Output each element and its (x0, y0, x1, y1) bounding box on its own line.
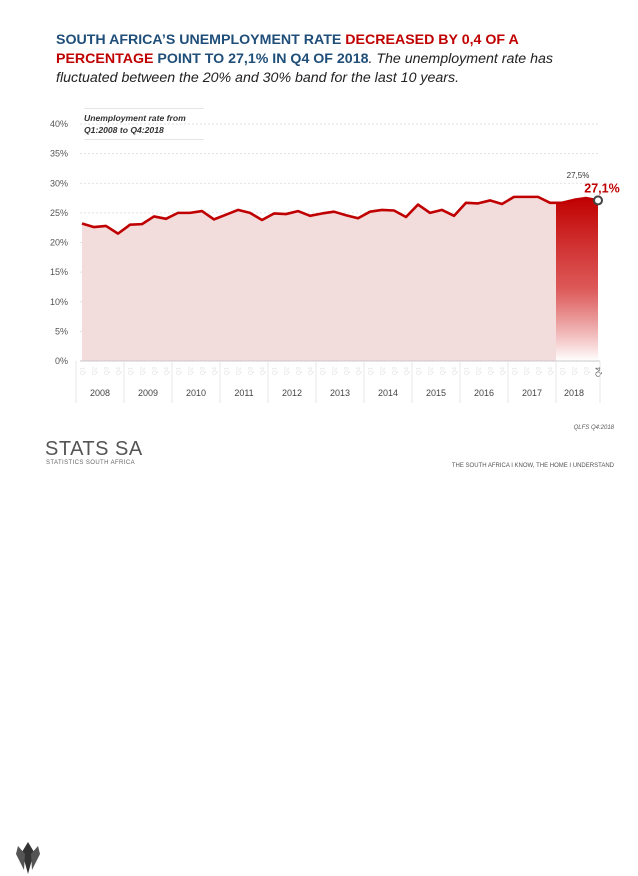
quarter-tick-label: Q3 (345, 366, 351, 375)
headline-part-2: DECREASED BY 0,4 OF A PERCENTAGE (56, 32, 519, 67)
quarter-tick-label: Q1 (81, 366, 87, 375)
quarter-tick-label: Q4 (405, 366, 411, 375)
tagline: THE SOUTH AFRICA I KNOW, THE HOME I UNDE… (451, 463, 614, 469)
legend-note: Unemployment rate from Q1:2008 to Q4:201… (84, 108, 204, 140)
quarter-tick-label: Q2 (189, 366, 195, 375)
stats-sa-logo-icon (16, 842, 40, 874)
quarter-tick-label: Q1 (465, 366, 471, 375)
logo-subtitle: STATISTICS SOUTH AFRICA (46, 460, 135, 466)
quarter-tick-label: Q2 (477, 366, 483, 375)
year-label: 2017 (522, 388, 542, 398)
quarter-tick-label: Q3 (201, 366, 207, 375)
year-label: 2012 (282, 388, 302, 398)
y-tick-label: 15% (50, 267, 68, 277)
last-point-marker (593, 195, 603, 206)
quarter-tick-label: Q2 (573, 366, 579, 375)
quarter-tick-label: Q1 (225, 366, 231, 375)
highlight-2018-fill (556, 198, 598, 361)
quarter-tick-label: Q2 (525, 366, 531, 375)
year-label: 2014 (378, 388, 398, 398)
quarter-tick-label: Q2 (381, 366, 387, 375)
headline-part-3: POINT TO 27,1% IN Q4 OF 2018 (153, 51, 369, 67)
quarter-tick-label: Q3 (489, 366, 495, 375)
year-label: 2008 (90, 388, 110, 398)
quarter-tick-label: Q4 (357, 366, 363, 375)
quarter-tick-label: Q3 (297, 366, 303, 375)
quarter-tick-label: Q4 (309, 366, 315, 375)
quarter-tick-label: Q1 (273, 366, 279, 375)
quarter-tick-label: Q4 (165, 366, 171, 375)
area-fill (82, 196, 598, 361)
quarter-tick-label: Q2 (141, 366, 147, 375)
logo-text: STATS SA (45, 438, 143, 460)
quarter-tick-label: Q4 (549, 366, 555, 375)
y-tick-label: 5% (55, 326, 68, 336)
quarter-tick-label: Q3 (441, 366, 447, 375)
quarter-tick-label: Q1 (177, 366, 183, 375)
year-label: 2013 (330, 388, 350, 398)
quarter-tick-label: Q2 (285, 366, 291, 375)
quarter-tick-label: Q2 (93, 366, 99, 375)
headline-part-4: . The unemployment rate has fluctuated b… (56, 51, 554, 86)
y-tick-label: 30% (50, 178, 68, 188)
quarter-tick-label: Q4 (501, 366, 507, 375)
quarter-tick-label: Q2 (333, 366, 339, 375)
year-label: 2018 (564, 388, 584, 398)
quarter-tick-label: Q4 (213, 366, 219, 375)
quarter-tick-label: Q1 (321, 366, 327, 375)
unemployment-chart: 0% 5% 10% 15% 20% 25% 30% 35% 40% 27,5%27,1% Q1 Q2 Q… (50, 119, 620, 403)
quarter-tick-label: Q1 (513, 366, 519, 375)
quarter-tick-label: Q3 (537, 366, 543, 375)
quarter-tick-label: Q2 (237, 366, 243, 375)
year-label: 2009 (138, 388, 158, 398)
quarter-tick-label: Q3 (105, 366, 111, 375)
quarter-tick-label: Q1 (417, 366, 423, 375)
quarter-tick-label: Q1 (561, 366, 567, 375)
year-label: 2011 (234, 388, 253, 398)
headline: SOUTH AFRICA’S UNEMPLOYMENT RATE DECREAS… (56, 31, 616, 88)
quarter-tick-label: Q4 (453, 366, 459, 375)
quarter-tick-label: Q1 (129, 366, 135, 375)
y-tick-label: 25% (50, 208, 68, 218)
source-note: QLFS Q4:2018 (573, 425, 614, 431)
year-label: 2010 (186, 388, 206, 398)
slide: SOUTH AFRICA’S UNEMPLOYMENT RATE DECREAS… (16, 31, 620, 874)
quarter-tick-label: Q4 (261, 366, 267, 375)
quarter-tick-label: Q2 (429, 366, 435, 375)
quarter-tick-label: Q3 (585, 366, 591, 375)
prev-quarter-label: 27,5% (567, 171, 590, 180)
quarter-tick-label: Q4 (117, 366, 123, 375)
y-tick-label: 20% (50, 238, 68, 248)
y-tick-label: 35% (50, 149, 68, 159)
quarter-tick-label: Q3 (153, 366, 159, 375)
y-tick-label: 10% (50, 297, 68, 307)
series-line (81, 195, 599, 235)
quarter-tick-label: Q3 (249, 366, 255, 375)
quarter-tick-label: Q4 (594, 367, 603, 377)
quarter-tick-label: Q1 (369, 366, 375, 375)
y-tick-label: 0% (55, 356, 68, 366)
quarter-tick-label: Q3 (393, 366, 399, 375)
year-label: 2015 (426, 388, 446, 398)
last-value-label: 27,1% (584, 181, 619, 195)
y-tick-label: 40% (50, 119, 68, 129)
year-label: 2016 (474, 388, 494, 398)
headline-part-1: SOUTH AFRICA’S UNEMPLOYMENT RATE (56, 32, 346, 48)
